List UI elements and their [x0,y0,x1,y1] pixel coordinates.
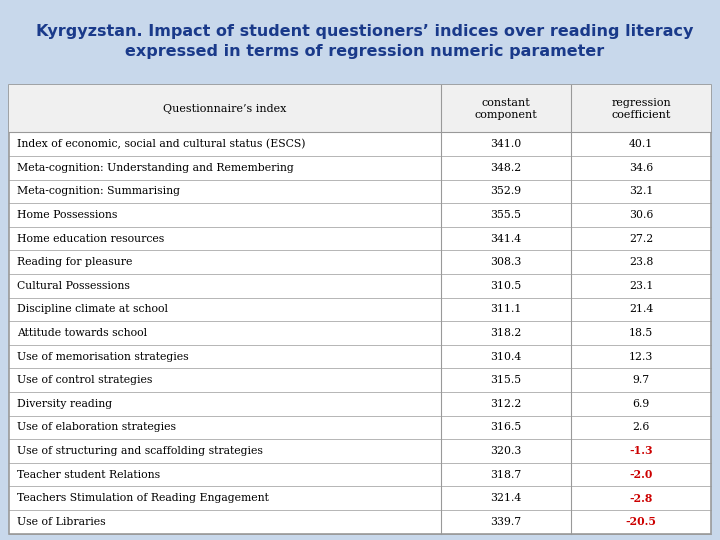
Text: Teachers Stimulation of Reading Engagement: Teachers Stimulation of Reading Engageme… [17,493,269,503]
Text: 9.7: 9.7 [633,375,649,385]
Text: 23.1: 23.1 [629,281,653,291]
Text: 311.1: 311.1 [490,305,521,314]
Text: 6.9: 6.9 [632,399,649,409]
Text: -1.3: -1.3 [629,446,653,456]
Text: 308.3: 308.3 [490,257,521,267]
Text: Teacher student Relations: Teacher student Relations [17,469,160,480]
Text: 341.0: 341.0 [490,139,521,149]
Text: Discipline climate at school: Discipline climate at school [17,305,168,314]
Text: 348.2: 348.2 [490,163,521,173]
Text: constant
component: constant component [474,98,537,120]
Text: Home Possessions: Home Possessions [17,210,117,220]
Text: Meta-cognition: Understanding and Remembering: Meta-cognition: Understanding and Rememb… [17,163,294,173]
Text: 355.5: 355.5 [490,210,521,220]
Text: Attitude towards school: Attitude towards school [17,328,147,338]
Text: Use of elaboration strategies: Use of elaboration strategies [17,422,176,433]
Bar [9,85,711,132]
Text: Meta-cognition: Summarising: Meta-cognition: Summarising [17,186,180,197]
Text: 339.7: 339.7 [490,517,521,526]
Text: Use of control strategies: Use of control strategies [17,375,153,385]
Text: Reading for pleasure: Reading for pleasure [17,257,132,267]
Text: Home education resources: Home education resources [17,234,164,244]
Text: -20.5: -20.5 [626,516,657,527]
Text: 34.6: 34.6 [629,163,653,173]
Text: 352.9: 352.9 [490,186,521,197]
Text: 12.3: 12.3 [629,352,653,362]
Text: regression
coefficient: regression coefficient [611,98,671,120]
Text: 21.4: 21.4 [629,305,653,314]
Text: 18.5: 18.5 [629,328,653,338]
Text: Kyrgyzstan. Impact of student questioners’ indices over reading literacy
express: Kyrgyzstan. Impact of student questioner… [35,24,693,59]
Text: 318.7: 318.7 [490,469,521,480]
Text: Cultural Possessions: Cultural Possessions [17,281,130,291]
Text: 318.2: 318.2 [490,328,521,338]
Text: 316.5: 316.5 [490,422,521,433]
Text: 341.4: 341.4 [490,234,521,244]
Text: -2.0: -2.0 [629,469,653,480]
Text: 312.2: 312.2 [490,399,521,409]
Text: 27.2: 27.2 [629,234,653,244]
Text: Diversity reading: Diversity reading [17,399,112,409]
Text: -2.8: -2.8 [629,492,653,504]
Text: 321.4: 321.4 [490,493,521,503]
Text: 310.4: 310.4 [490,352,521,362]
Text: Use of memorisation strategies: Use of memorisation strategies [17,352,189,362]
Text: Questionnaire’s index: Questionnaire’s index [163,104,287,114]
Text: 310.5: 310.5 [490,281,521,291]
Text: 30.6: 30.6 [629,210,653,220]
Text: 2.6: 2.6 [632,422,649,433]
Text: Use of Libraries: Use of Libraries [17,517,106,526]
Text: Index of economic, social and cultural status (ESCS): Index of economic, social and cultural s… [17,139,305,150]
Text: 32.1: 32.1 [629,186,653,197]
Text: 320.3: 320.3 [490,446,521,456]
Text: 315.5: 315.5 [490,375,521,385]
Text: 40.1: 40.1 [629,139,653,149]
Text: Use of structuring and scaffolding strategies: Use of structuring and scaffolding strat… [17,446,263,456]
Text: 23.8: 23.8 [629,257,653,267]
